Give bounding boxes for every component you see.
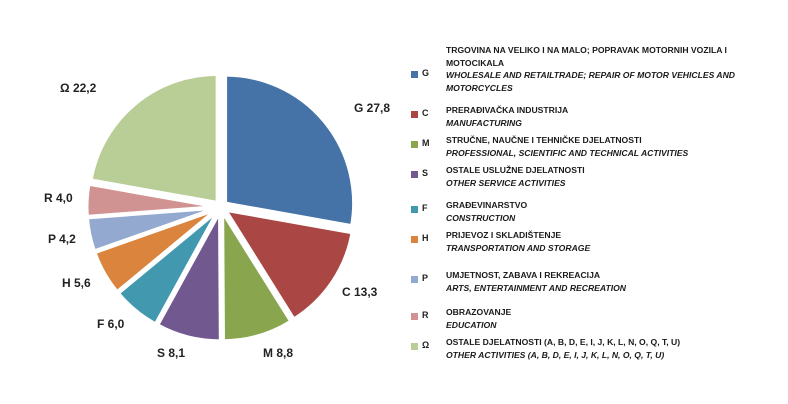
pie-slice-6	[93, 208, 217, 294]
legend-swatch-9	[411, 343, 418, 350]
legend-label-local-1: TRGOVINA NA VELIKO I NA MALO; POPRAVAK M…	[446, 45, 727, 68]
slice-label-2: C 13,3	[342, 285, 378, 299]
slice-label-6: H 5,6	[62, 276, 91, 290]
legend-swatch-6	[411, 236, 418, 243]
legend-code-5: F	[422, 203, 428, 213]
pie-slice-3	[221, 207, 293, 343]
legend-label-en-8: EDUCATION	[446, 319, 497, 330]
legend-text-3: STRUČNE, NAUČNE I TEHNIČKE DJELATNOSTI PR…	[446, 134, 776, 159]
legend-swatch-5	[411, 206, 418, 213]
legend-label-en-4: OTHER SERVICE ACTIVITIES	[446, 177, 566, 188]
legend-code-9: Ω	[422, 340, 430, 350]
pie-slice-5	[116, 210, 219, 326]
legend-swatch-1	[411, 71, 418, 78]
legend-code-3: M	[422, 138, 430, 148]
legend-label-en-6: TRANSPORTATION AND STORAGE	[446, 242, 591, 253]
legend-label-local-7: UMJETNOST, ZABAVA I REKREACIJA	[446, 270, 601, 280]
slice-label-8: R 4,0	[44, 191, 73, 205]
pie-slice-1	[224, 73, 356, 228]
legend-text-5: GRAĐEVINARSTVO CONSTRUCTION	[446, 199, 776, 224]
legend-label-local-8: OBRAZOVANJE	[446, 307, 512, 317]
slice-label-3: M 8,8	[263, 346, 293, 360]
pie-slice-7	[85, 206, 216, 253]
legend-code-2: C	[422, 108, 429, 118]
legend-label-local-3: STRUČNE, NAUČNE I TEHNIČKE DJELATNOSTI	[446, 135, 642, 145]
legend-code-8: R	[422, 310, 429, 320]
legend-swatch-8	[411, 313, 418, 320]
slice-label-1: G 27,8	[354, 101, 390, 115]
legend-swatch-3	[411, 141, 418, 148]
legend-label-en-3: PROFESSIONAL, SCIENTIFIC AND TECHNICAL A…	[446, 147, 689, 158]
legend-label-local-2: PRERAĐIVAČKA INDUSTRIJA	[446, 105, 569, 115]
legend-text-8: OBRAZOVANJE EDUCATION	[446, 306, 776, 331]
pie-slice-2	[222, 208, 354, 321]
slice-label-4: S 8,1	[157, 346, 185, 360]
legend-label-en-7: ARTS, ENTERTAINMENT AND RECREATION	[446, 282, 626, 293]
pie-slice-8	[85, 182, 216, 218]
pie-chart: G 27,8 C 13,3 M 8,8 S 8,1 F 6,0 H 5,6 P 4,2 R 4…	[44, 72, 390, 360]
legend-code-4: S	[422, 168, 429, 178]
legend-label-local-5: GRAĐEVINARSTVO	[446, 200, 528, 210]
legend-label-en-9: OTHER ACTIVITIES (A, B, D, E, I, J, K, L…	[446, 349, 665, 360]
legend-swatch-4	[411, 171, 418, 178]
legend-label-local-6: PRIJEVOZ I SKLADIŠTENJE	[446, 230, 562, 240]
legend-label-local-9: OSTALE DJELATNOSTI (A, B, D, E, I, J, K,…	[446, 337, 681, 347]
legend-text-9: OSTALE DJELATNOSTI (A, B, D, E, I, J, K,…	[446, 336, 776, 361]
legend-text-7: UMJETNOST, ZABAVA I REKREACIJA ARTS, ENTE…	[446, 269, 776, 294]
slice-label-9: Ω 22,2	[60, 81, 97, 95]
pie-slice-9	[89, 72, 219, 205]
legend-label-en-1: WHOLESALE AND RETAILTRADE; REPAIR OF MOT…	[446, 70, 736, 93]
legend-code-1: G	[422, 68, 430, 78]
legend-label-en-5: CONSTRUCTION	[446, 212, 516, 223]
legend-code-6: H	[422, 233, 429, 243]
legend-code-7: P	[422, 273, 429, 283]
legend-swatch-7	[411, 276, 418, 283]
legend-text-6: PRIJEVOZ I SKLADIŠTENJE TRANSPORTATION AN…	[446, 229, 776, 254]
legend-text-2: PRERAĐIVAČKA INDUSTRIJA MANUFACTURING	[446, 104, 776, 129]
legend-swatch-2	[411, 111, 418, 118]
slice-label-7: P 4,2	[48, 232, 76, 246]
legend-text-1: TRGOVINA NA VELIKO I NA MALO; POPRAVAK M…	[446, 44, 776, 94]
legend-label-en-2: MANUFACTURING	[446, 117, 522, 128]
slice-label-5: F 6,0	[97, 317, 125, 331]
pie-slice-4	[155, 207, 222, 343]
legend-text-4: OSTALE USLUŽNE DJELATNOSTI OTHER SERVICE …	[446, 164, 776, 189]
legend-label-local-4: OSTALE USLUŽNE DJELATNOSTI	[446, 165, 585, 175]
